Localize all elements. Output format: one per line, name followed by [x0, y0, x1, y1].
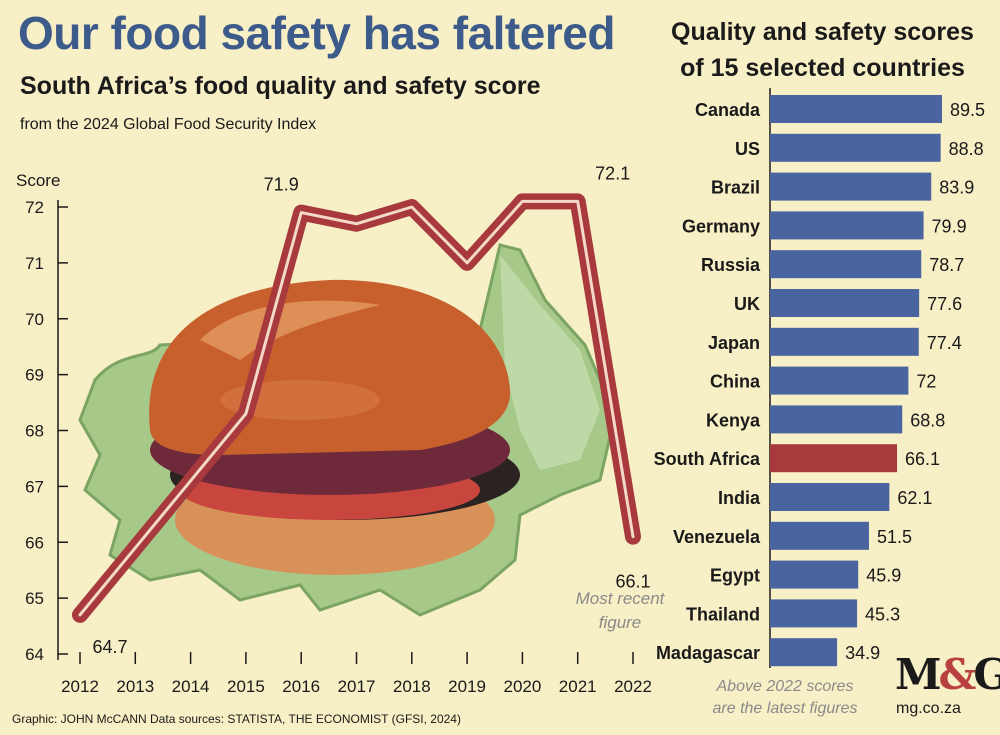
bar — [770, 521, 869, 550]
bun-highlight — [200, 300, 380, 360]
annotation-line1: Most recent — [576, 589, 666, 608]
bar-category-label: Japan — [708, 333, 760, 353]
x-tick-label: 2020 — [503, 677, 541, 696]
bar — [770, 95, 942, 123]
bar-chart-title: Quality and safety scores of 15 selected… — [640, 14, 1000, 86]
page-title: Our food safety has faltered — [18, 7, 615, 59]
line-data-label: 71.9 — [264, 175, 299, 195]
mg-logo: M&G — [895, 650, 1000, 699]
bar-category-label: India — [718, 488, 761, 508]
bar-category-label: Germany — [682, 216, 760, 236]
bar-value-label: 68.8 — [910, 410, 945, 430]
y-tick-label: 68 — [25, 422, 44, 441]
bar — [770, 483, 890, 511]
credits-line: Graphic: JOHN McCANN Data sources: STATI… — [12, 712, 461, 726]
bar-chart-title-line1: Quality and safety scores — [671, 18, 974, 46]
x-tick-label: 2014 — [172, 677, 210, 696]
logo-letter-m: M — [895, 650, 941, 699]
bar — [770, 172, 932, 201]
logo-ampersand: & — [938, 650, 977, 699]
bar-category-label: Canada — [695, 100, 761, 120]
line-series — [72, 193, 641, 623]
site-url: mg.co.za — [896, 700, 961, 717]
map-highlight — [500, 255, 600, 470]
bar-value-label: 62.1 — [897, 488, 932, 508]
score-line-highlight — [78, 199, 635, 617]
bar-value-label: 34.9 — [845, 643, 880, 663]
bar-category-label: Madagascar — [656, 643, 760, 663]
bar-value-label: 83.9 — [939, 178, 974, 198]
bar-category-label: US — [735, 139, 760, 159]
bar — [770, 405, 903, 434]
bar-category-label: Thailand — [686, 604, 760, 624]
bar-footnote-line2: are the latest figures — [712, 700, 858, 717]
line-data-label: 72.1 — [595, 163, 630, 183]
bar-footnote: Above 2022 scores are the latest figures — [690, 676, 880, 720]
x-tick-label: 2012 — [61, 677, 99, 696]
bar-value-label: 66.1 — [905, 449, 940, 469]
bar-category-label: UK — [734, 294, 760, 314]
bar — [770, 560, 859, 589]
x-tick-label: 2015 — [227, 677, 265, 696]
bar-value-label: 88.8 — [949, 139, 984, 159]
logo-letter-g: G — [973, 650, 1000, 699]
bar-value-label: 45.3 — [865, 604, 900, 624]
x-tick-label: 2017 — [338, 677, 376, 696]
x-tick-label: 2022 — [614, 677, 652, 696]
bar-category-label: China — [710, 372, 761, 392]
bar-value-label: 51.5 — [877, 527, 912, 547]
x-tick-label: 2019 — [448, 677, 486, 696]
line-data-label: 66.1 — [615, 572, 650, 592]
bar-footnote-line1: Above 2022 scores — [716, 678, 854, 695]
bar-chart-title-line2: of 15 selected countries — [680, 54, 965, 82]
bar — [770, 327, 919, 356]
bar-category-label: Venezuela — [673, 527, 761, 547]
bar-series: Canada 89.5 US 88.8 Brazil 83.9 Germany 79.9 Rus… — [654, 88, 985, 668]
bar — [770, 289, 920, 317]
y-axis-title: Score — [16, 171, 60, 190]
chart-subtitle: South Africa’s food quality and safety s… — [20, 72, 541, 100]
bar-category-label: South Africa — [654, 449, 761, 469]
x-tick-label: 2013 — [116, 677, 154, 696]
bar — [770, 133, 941, 162]
bar-category-label: Egypt — [710, 566, 760, 586]
line-data-label: 64.7 — [92, 637, 127, 657]
bar-value-label: 77.4 — [927, 333, 962, 353]
bar — [770, 444, 898, 473]
x-axis: 2012 2013 2014 2015 2016 2017 2018 2019 2020 2021… — [61, 652, 652, 696]
y-tick-label: 66 — [25, 533, 44, 552]
bar-value-label: 72 — [916, 372, 936, 392]
bar-category-label: Brazil — [711, 178, 760, 198]
y-tick-label: 69 — [25, 366, 44, 385]
bar — [770, 638, 838, 667]
x-tick-label: 2016 — [282, 677, 320, 696]
y-tick-label: 64 — [25, 645, 44, 664]
index-source-line: from the 2024 Global Food Security Index — [20, 116, 317, 133]
bar — [770, 211, 924, 240]
y-tick-label: 70 — [25, 310, 44, 329]
bar-value-label: 45.9 — [866, 566, 901, 586]
y-tick-label: 71 — [25, 254, 44, 273]
y-tick-label: 65 — [25, 589, 44, 608]
y-axis: Score 64 65 66 67 68 69 70 71 72 — [16, 171, 68, 664]
bar — [770, 366, 909, 395]
x-tick-label: 2018 — [393, 677, 431, 696]
bar — [770, 250, 922, 279]
bar-category-label: Russia — [701, 255, 761, 275]
bar-value-label: 77.6 — [927, 294, 962, 314]
bar-value-label: 89.5 — [950, 100, 985, 120]
x-tick-label: 2021 — [559, 677, 597, 696]
bar-category-label: Kenya — [706, 410, 761, 430]
y-tick-label: 67 — [25, 477, 44, 496]
bar-value-label: 78.7 — [929, 255, 964, 275]
y-tick-label: 72 — [25, 198, 44, 217]
bar-value-label: 79.9 — [932, 216, 967, 236]
bar — [770, 599, 858, 628]
burger-illustration — [78, 243, 617, 617]
annotation-line2: figure — [599, 613, 642, 632]
